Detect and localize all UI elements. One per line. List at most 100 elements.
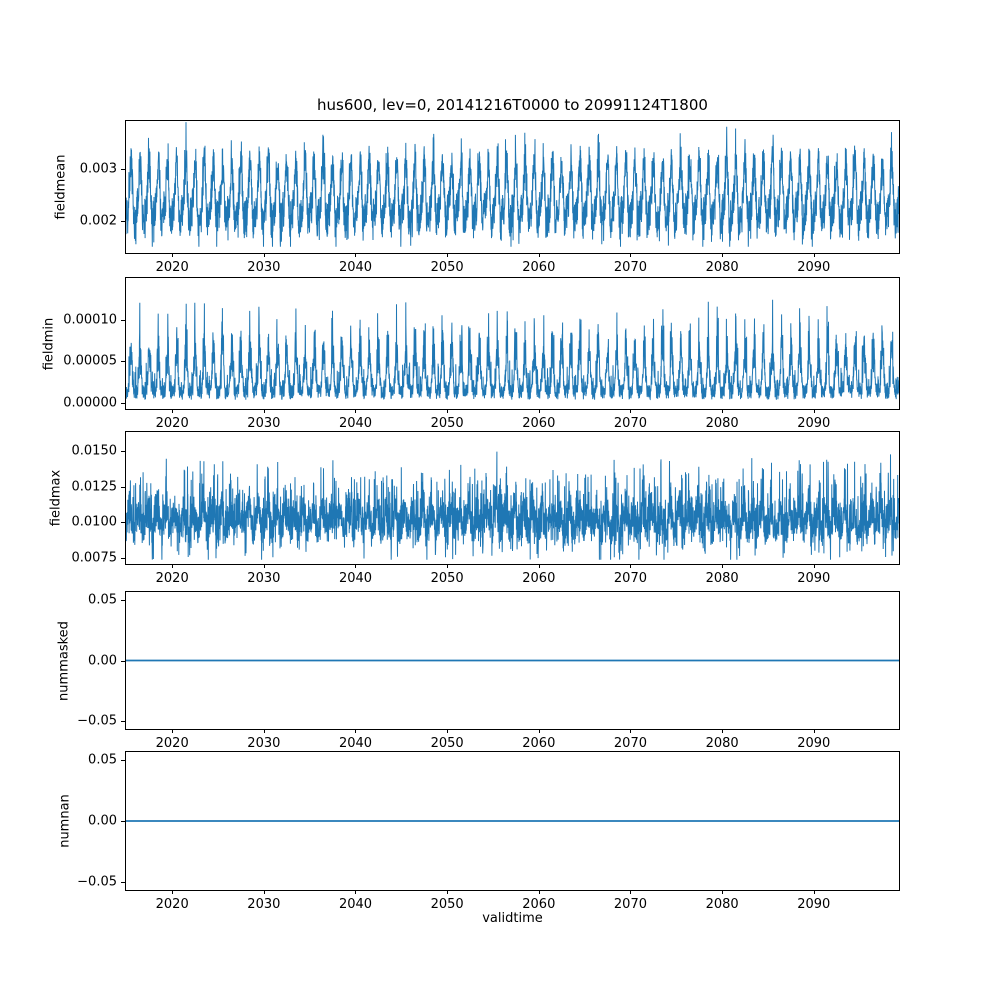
- x-tick-label: 2090: [797, 260, 831, 275]
- y-tick-label: −0.05: [77, 713, 117, 729]
- x-tick-label: 2070: [613, 897, 647, 912]
- y-tick-label: 0.0075: [71, 550, 118, 566]
- x-tick-mark: [630, 729, 632, 733]
- x-axis-label: validtime: [482, 911, 543, 926]
- y-tick-label: 0.002: [79, 213, 117, 229]
- y-tick-label: 0.05: [88, 592, 117, 608]
- x-tick-label: 2060: [522, 571, 556, 586]
- x-tick-label: 2080: [705, 416, 739, 431]
- x-tick-label: 2090: [797, 736, 831, 751]
- x-tick-mark: [447, 564, 449, 568]
- x-tick-mark: [722, 890, 724, 894]
- x-tick-mark: [538, 564, 540, 568]
- x-tick-label: 2020: [155, 897, 189, 912]
- x-tick-label: 2040: [338, 416, 373, 431]
- figure-title: hus600, lev=0, 20141216T0000 to 20991124…: [317, 96, 708, 114]
- x-tick-mark: [447, 253, 449, 257]
- x-tick-label: 2060: [522, 416, 556, 431]
- y-tick-mark: [121, 522, 125, 524]
- x-tick-label: 2070: [613, 571, 647, 586]
- x-tick-mark: [447, 409, 449, 413]
- y-tick-label: 0.0100: [71, 514, 118, 530]
- x-tick-label: 2030: [247, 416, 281, 431]
- y-axis-label-numnan: numnan: [57, 794, 73, 848]
- subplot-fieldmax: fieldmax 2020 2030 2040 2050 2060 2070 2080 209…: [49, 431, 900, 586]
- x-tick-mark: [722, 253, 724, 257]
- x-tick-label: 2080: [705, 897, 739, 912]
- x-tick-mark: [355, 409, 357, 413]
- line-plot-fieldmin: [126, 299, 899, 401]
- line-plot-nummasked: [126, 659, 899, 662]
- x-tick-mark: [630, 564, 632, 568]
- x-tick-label: 2020: [155, 571, 189, 586]
- x-tick-label: 2030: [247, 897, 281, 912]
- x-tick-label: 2070: [613, 260, 647, 275]
- x-tick-label: 2020: [155, 260, 189, 275]
- x-tick-mark: [813, 729, 815, 733]
- x-tick-label: 2020: [155, 736, 189, 751]
- y-axis-label-fieldmin: fieldmin: [41, 317, 57, 370]
- x-tick-mark: [722, 729, 724, 733]
- y-tick-label: 0.0150: [71, 443, 118, 459]
- y-tick-mark: [121, 760, 125, 762]
- y-tick-label: 0.00005: [63, 353, 117, 369]
- x-tick-mark: [538, 253, 540, 257]
- x-tick-label: 2030: [247, 736, 281, 751]
- x-tick-label: 2040: [338, 260, 373, 275]
- x-tick-mark: [813, 409, 815, 413]
- y-tick-mark: [121, 403, 125, 405]
- y-tick-mark: [121, 558, 125, 560]
- x-tick-label: 2060: [522, 736, 556, 751]
- y-tick-label: 0.00: [88, 813, 117, 829]
- x-tick-label: 2050: [430, 897, 464, 912]
- y-tick-mark: [121, 221, 125, 223]
- x-tick-mark: [447, 729, 449, 733]
- x-tick-mark: [538, 729, 540, 733]
- y-tick-label: 0.003: [79, 161, 117, 177]
- subplot-numnan: numnan 2020 2030 2040 2050 2060 2070 2080 2090 −…: [58, 751, 900, 912]
- y-tick-label: −0.05: [77, 874, 117, 890]
- line-plot-numnan: [126, 820, 899, 822]
- x-tick-mark: [172, 890, 174, 894]
- x-tick-mark: [538, 890, 540, 894]
- x-tick-mark: [172, 729, 174, 733]
- y-tick-label: 0.00000: [63, 395, 117, 411]
- x-tick-mark: [263, 729, 265, 733]
- x-tick-mark: [263, 253, 265, 257]
- x-tick-label: 2060: [522, 897, 556, 912]
- x-tick-mark: [355, 253, 357, 257]
- x-tick-label: 2040: [338, 571, 373, 586]
- x-tick-label: 2060: [522, 260, 556, 275]
- x-tick-label: 2080: [705, 260, 739, 275]
- y-tick-label: 0.00: [88, 653, 117, 668]
- x-tick-label: 2050: [430, 571, 464, 586]
- x-tick-mark: [813, 564, 815, 568]
- y-axis-label-fieldmax: fieldmax: [48, 469, 64, 527]
- y-axis-label-nummasked: nummasked: [56, 620, 72, 701]
- x-tick-mark: [722, 564, 724, 568]
- x-tick-label: 2090: [797, 571, 831, 586]
- x-tick-label: 2050: [430, 416, 464, 431]
- x-tick-label: 2090: [797, 897, 831, 912]
- y-tick-mark: [121, 168, 125, 170]
- x-tick-mark: [630, 890, 632, 894]
- x-tick-label: 2050: [430, 260, 464, 275]
- y-tick-mark: [121, 660, 125, 662]
- line-plot-fieldmean: [126, 122, 899, 247]
- x-tick-label: 2030: [247, 571, 281, 586]
- x-tick-mark: [355, 890, 357, 894]
- x-tick-label: 2040: [338, 736, 373, 751]
- y-tick-mark: [121, 486, 125, 488]
- x-tick-label: 2040: [338, 897, 373, 912]
- y-tick-mark: [121, 720, 125, 722]
- line-plot-fieldmax: [126, 451, 899, 560]
- y-tick-label: 0.05: [88, 752, 117, 768]
- x-tick-label: 2070: [613, 736, 647, 751]
- y-tick-mark: [121, 881, 125, 883]
- x-tick-mark: [630, 409, 632, 413]
- x-tick-mark: [263, 890, 265, 894]
- x-tick-label: 2080: [705, 571, 739, 586]
- y-tick-mark: [121, 361, 125, 363]
- x-tick-mark: [355, 564, 357, 568]
- x-tick-mark: [172, 564, 174, 568]
